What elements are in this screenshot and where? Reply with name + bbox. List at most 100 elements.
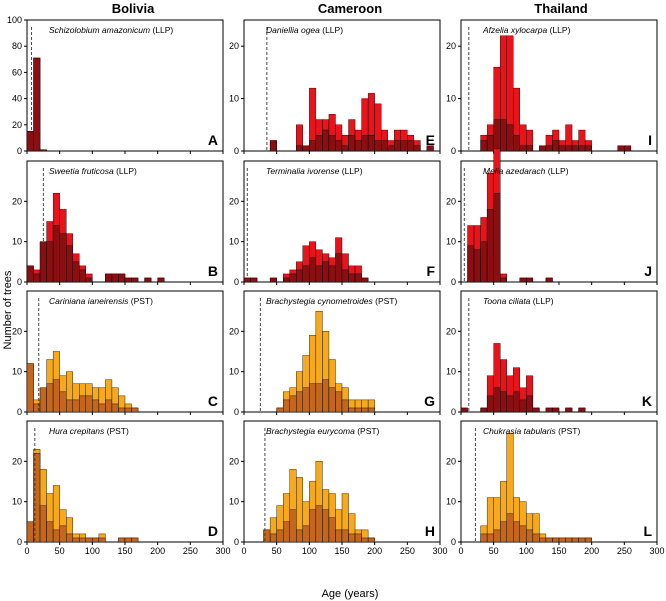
histogram-bar-subset xyxy=(348,135,356,152)
histogram-bar-subset xyxy=(118,537,126,543)
histogram-bar-subset xyxy=(92,537,100,543)
species-name: Terminalia ivorense xyxy=(266,166,340,176)
histogram-bar-subset xyxy=(558,537,566,543)
histogram-bar-subset xyxy=(493,119,501,152)
histogram-bar-subset xyxy=(33,57,41,152)
species-label: Hura crepitans (PST) xyxy=(49,426,129,436)
histogram-bar-subset xyxy=(39,149,47,152)
column-title-cameroon: Cameroon xyxy=(318,1,382,16)
y-tick-label: 40 xyxy=(12,94,22,104)
y-tick-label: 10 xyxy=(229,497,239,507)
y-tick-label: 0 xyxy=(234,537,239,547)
histogram-bar-subset xyxy=(124,407,132,413)
histogram-bar-subset xyxy=(335,140,343,152)
y-tick-label: 10 xyxy=(12,367,22,377)
histogram-bar-subset xyxy=(335,253,343,283)
histogram-bar-subset xyxy=(26,131,34,152)
histogram-bar-subset xyxy=(46,383,54,413)
histogram-bar-subset xyxy=(565,407,573,413)
histogram-bar-subset xyxy=(328,135,336,152)
species-guild: (LLP) xyxy=(545,166,568,176)
panel-j: 0 10 20 Melia azedarach (LLP) J xyxy=(446,148,658,287)
panel-i: 0 10 20 Afzelia xylocarpa (LLP) I xyxy=(446,19,658,156)
histogram-bar-subset xyxy=(367,407,375,413)
histogram-bar-subset xyxy=(283,399,290,413)
species-name: Brachystegia eurycoma xyxy=(266,426,355,436)
histogram-bar-subset xyxy=(506,124,514,152)
histogram-bar-subset xyxy=(578,145,586,152)
panel-letter: A xyxy=(208,132,218,148)
histogram-bar-subset xyxy=(111,403,119,413)
histogram-bar-subset xyxy=(315,383,323,413)
histogram-bar-subset xyxy=(328,387,336,413)
histogram-bar-subset xyxy=(335,391,343,413)
species-guild: (PST) xyxy=(128,296,153,306)
histogram-bar-subset xyxy=(111,273,119,283)
histogram-bar-subset xyxy=(322,509,330,543)
histogram-bar-subset xyxy=(98,537,106,543)
histogram-bar-subset xyxy=(400,140,408,152)
panel-f: 0 10 20 Terminalia ivorense (LLP) F xyxy=(229,160,441,287)
histogram-bar-subset xyxy=(269,277,277,283)
histogram-bar-subset xyxy=(519,145,527,152)
histogram-bar-subset xyxy=(59,525,67,543)
y-tick-label: 10 xyxy=(446,367,456,377)
panel-letter: C xyxy=(208,393,218,409)
x-tick-label: 50 xyxy=(272,546,282,556)
histogram-bar-subset xyxy=(65,533,73,543)
histogram-bar-subset xyxy=(367,537,375,543)
histogram-bar-subset xyxy=(413,145,421,152)
histogram-bar-subset xyxy=(309,257,317,283)
histogram-bar-subset xyxy=(578,407,586,413)
species-label: Schizolobium amazonicum (LLP) xyxy=(49,25,173,35)
histogram-bar-subset xyxy=(394,140,401,152)
histogram-bar-subset xyxy=(480,241,488,283)
histogram-bar-subset xyxy=(519,525,527,543)
y-tick-label: 0 xyxy=(451,277,456,287)
y-tick-label: 100 xyxy=(7,15,22,25)
histogram-bar-subset xyxy=(341,529,349,543)
y-tick-label: 20 xyxy=(446,456,456,466)
panel-b: 0 10 20 Sweetia fruticosa (LLP) B xyxy=(12,160,224,287)
panel-letter: I xyxy=(648,132,652,148)
histogram-bar-subset xyxy=(26,521,34,543)
species-guild: (LLP) xyxy=(547,25,570,35)
x-tick-label: 100 xyxy=(519,546,534,556)
histogram-bar-subset xyxy=(269,533,277,543)
y-tick-label: 0 xyxy=(17,407,22,417)
histogram-bar-subset xyxy=(85,277,93,283)
histogram-bar-subset xyxy=(506,513,514,543)
panel-letter: G xyxy=(424,393,435,409)
y-tick-label: 0 xyxy=(451,146,456,156)
histogram-bar-subset xyxy=(79,395,87,413)
histogram-bar-subset xyxy=(124,277,132,283)
species-label: Cariniana ianeirensis (PST) xyxy=(49,296,153,306)
species-name: Cariniana ianeirensis xyxy=(49,296,129,306)
x-tick-label: 0 xyxy=(458,546,463,556)
species-guild: (LLP) xyxy=(114,166,137,176)
histogram-bar-subset xyxy=(105,273,113,283)
y-tick-label: 20 xyxy=(12,326,22,336)
histogram-bar-subset xyxy=(493,193,501,283)
histogram-bar-subset xyxy=(545,407,553,413)
histogram-bar-subset xyxy=(309,140,317,152)
histogram-bar-subset xyxy=(500,391,507,413)
y-tick-label: 10 xyxy=(229,237,239,247)
histogram-bar-subset xyxy=(341,145,349,152)
histogram-bar-subset xyxy=(309,509,317,543)
histogram-bar-subset xyxy=(387,145,395,152)
histogram-bar-subset xyxy=(519,399,527,413)
histogram-bar-subset xyxy=(328,265,336,283)
histogram-bar-subset xyxy=(289,395,297,413)
histogram-bar-subset xyxy=(26,363,34,413)
histogram-bar-subset xyxy=(473,249,481,283)
column-title-bolivia: Bolivia xyxy=(112,1,155,16)
histogram-bar-subset xyxy=(460,407,468,413)
histogram-bar-subset xyxy=(361,537,369,543)
x-tick-label: 300 xyxy=(649,546,664,556)
species-guild: (LLP) xyxy=(530,296,553,306)
panel-letter: D xyxy=(208,523,218,539)
histogram-bar-subset xyxy=(315,265,323,283)
histogram-bar-subset xyxy=(545,145,553,152)
